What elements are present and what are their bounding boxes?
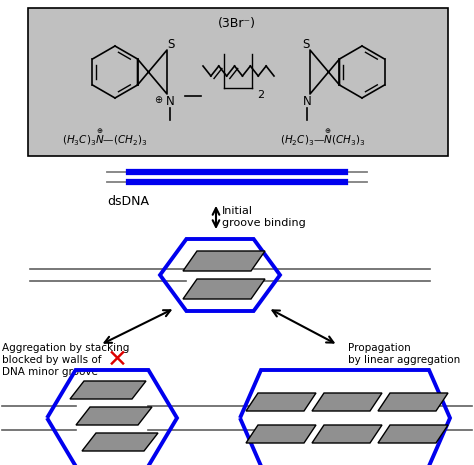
Text: S: S [302,39,310,52]
Text: by linear aggregation: by linear aggregation [348,355,460,365]
Polygon shape [312,425,382,443]
Text: Propagation: Propagation [348,343,411,353]
Polygon shape [312,393,382,411]
Text: DNA minor groove: DNA minor groove [2,367,98,377]
Polygon shape [183,279,265,299]
Text: Initial: Initial [222,206,253,216]
Text: blocked by walls of: blocked by walls of [2,355,101,365]
Text: Aggregation by stacking: Aggregation by stacking [2,343,129,353]
Text: (3Br⁻): (3Br⁻) [218,18,256,31]
Polygon shape [378,425,448,443]
Text: groove binding: groove binding [222,218,306,228]
Polygon shape [70,381,146,399]
Text: S: S [167,39,175,52]
Polygon shape [183,251,265,271]
Text: $(H_2C)_3$—$\overset{\oplus}{N}(CH_3)_3$: $(H_2C)_3$—$\overset{\oplus}{N}(CH_3)_3$ [280,128,365,148]
Text: dsDNA: dsDNA [107,195,149,208]
Polygon shape [246,425,316,443]
Polygon shape [82,433,158,451]
Text: $\oplus$: $\oplus$ [155,93,164,105]
Polygon shape [76,407,152,425]
Polygon shape [378,393,448,411]
Text: N: N [302,94,311,107]
Text: $(H_3C)_3\overset{\oplus}{N}$—$(CH_2)_3$: $(H_3C)_3\overset{\oplus}{N}$—$(CH_2)_3$ [62,128,147,148]
Text: N: N [165,94,174,107]
Text: 2: 2 [257,90,264,100]
FancyBboxPatch shape [28,8,448,156]
Polygon shape [246,393,316,411]
Text: ✕: ✕ [107,348,128,372]
